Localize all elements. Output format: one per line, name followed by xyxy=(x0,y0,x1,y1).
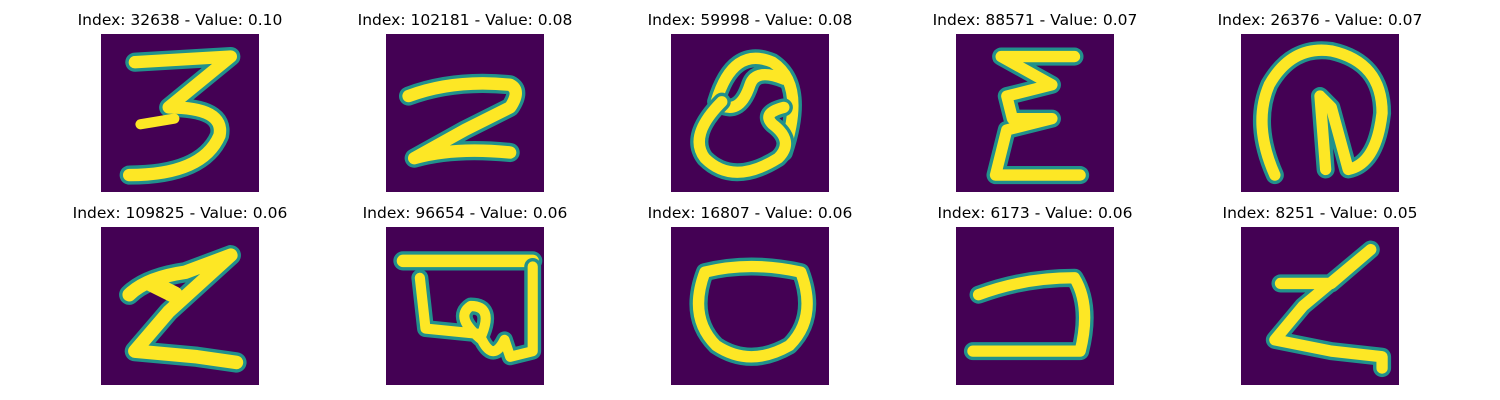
epsilon-icon xyxy=(956,34,1114,192)
panel-title: Index: 109825 - Value: 0.06 xyxy=(72,204,288,222)
panel-title: Index: 26376 - Value: 0.07 xyxy=(1217,11,1423,29)
panel-10: Index: 8251 - Value: 0.05 xyxy=(1190,203,1450,388)
panel-title: Index: 59998 - Value: 0.08 xyxy=(647,11,853,29)
digit-3-icon xyxy=(101,34,259,192)
letter-a-loop-icon xyxy=(671,34,829,192)
script-glyph-icon xyxy=(386,227,544,385)
panel-6: Index: 109825 - Value: 0.06 xyxy=(50,203,310,388)
panel-4: Index: 88571 - Value: 0.07 xyxy=(905,10,1165,195)
panel-8: Index: 16807 - Value: 0.06 xyxy=(620,203,880,388)
panel-7: Index: 96654 - Value: 0.06 xyxy=(335,203,595,388)
panel-5: Index: 26376 - Value: 0.07 xyxy=(1190,10,1450,195)
loop-n-icon xyxy=(1241,34,1399,192)
panel-9: Index: 6173 - Value: 0.06 xyxy=(905,203,1165,388)
panel-title: Index: 32638 - Value: 0.10 xyxy=(77,11,283,29)
panel-title: Index: 96654 - Value: 0.06 xyxy=(362,204,568,222)
hook-glyph-icon xyxy=(956,227,1114,385)
panel-2: Index: 102181 - Value: 0.08 xyxy=(335,10,595,195)
panel-title: Index: 88571 - Value: 0.07 xyxy=(932,11,1138,29)
z-shape-icon xyxy=(1241,227,1399,385)
panel-title: Index: 16807 - Value: 0.06 xyxy=(647,204,853,222)
panel-title: Index: 8251 - Value: 0.05 xyxy=(1222,204,1418,222)
panel-title: Index: 6173 - Value: 0.06 xyxy=(937,204,1133,222)
panel-3: Index: 59998 - Value: 0.08 xyxy=(620,10,880,195)
letter-o-icon xyxy=(671,227,829,385)
z-shape-icon xyxy=(101,227,259,385)
panel-title: Index: 102181 - Value: 0.08 xyxy=(357,11,573,29)
panel-1: Index: 32638 - Value: 0.10 xyxy=(50,10,310,195)
digit-2-icon xyxy=(386,34,544,192)
